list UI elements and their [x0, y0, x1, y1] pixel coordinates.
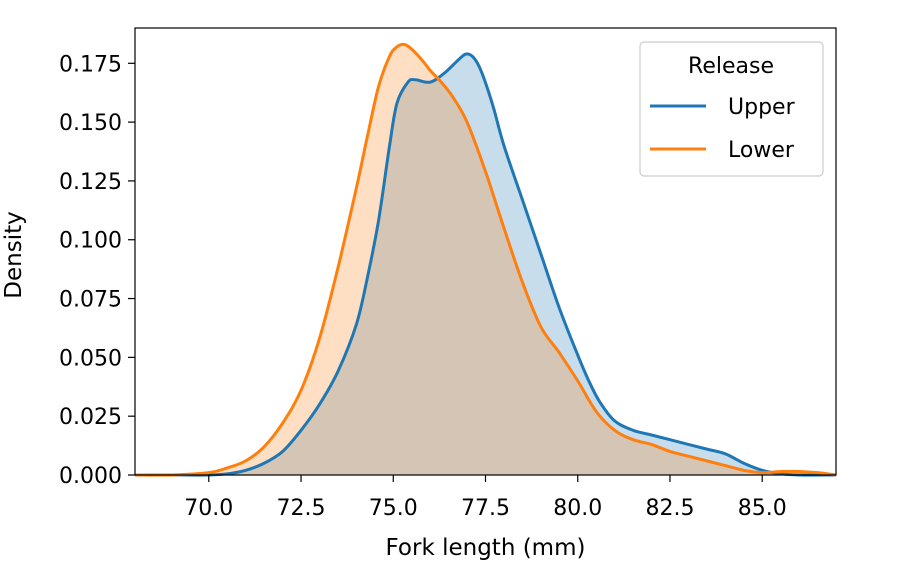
y-axis-label: Density [1, 211, 27, 298]
density-line-lower [134, 42, 837, 477]
y-tick-label: 0.075 [59, 288, 122, 313]
y-tick-label: 0.125 [59, 170, 122, 195]
y-axis-ticks: 0.000 0.025 0.050 0.075 0.100 0.125 0.150 0.175 [59, 52, 135, 489]
density-fill-upper [135, 53, 836, 476]
legend-label-lower: Lower [728, 138, 795, 163]
x-tick-label: 85.0 [738, 496, 787, 521]
x-tick-label: 80.0 [553, 496, 602, 521]
legend-box [639, 41, 824, 177]
legend-label-upper: Upper [728, 95, 796, 120]
y-tick-label: 0.025 [59, 405, 122, 430]
x-axis-ticks: 70.0 72.5 75.0 77.5 80.0 82.5 85.0 [184, 475, 787, 521]
y-tick-label: 0.150 [59, 111, 122, 136]
x-tick-label: 75.0 [369, 496, 418, 521]
legend-title: Release [688, 54, 774, 79]
y-tick-label: 0.000 [59, 464, 122, 489]
y-tick-label: 0.100 [59, 229, 122, 254]
density-line-upper [134, 52, 837, 477]
x-tick-label: 72.5 [277, 496, 326, 521]
x-axis-label: Fork length (mm) [386, 535, 586, 560]
y-tick-label: 0.175 [59, 52, 122, 77]
x-tick-label: 77.5 [461, 496, 510, 521]
x-tick-label: 82.5 [645, 496, 694, 521]
x-tick-label: 70.0 [184, 496, 233, 521]
density-lines [134, 42, 837, 477]
legend: Release Upper Lower [639, 41, 824, 177]
y-tick-label: 0.050 [59, 346, 122, 371]
